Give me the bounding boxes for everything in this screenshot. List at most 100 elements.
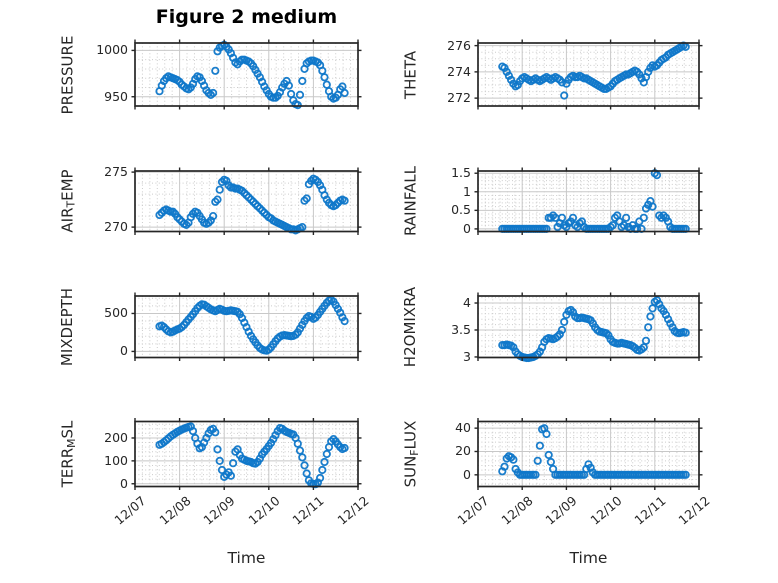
data-point — [500, 462, 509, 471]
y-axis-label-mixdepth: MIXDEPTH — [58, 287, 76, 366]
data-point — [648, 202, 657, 211]
axes-frame — [477, 170, 700, 233]
data-point — [557, 325, 567, 335]
y-tick-label: 1 — [463, 183, 471, 199]
subplot-theta — [474, 39, 703, 110]
data-point — [211, 66, 220, 75]
data-markers — [498, 169, 690, 233]
data-point — [284, 81, 293, 90]
data-point — [681, 470, 690, 479]
data-point — [608, 221, 617, 230]
data-point — [568, 213, 578, 222]
y-axis-label-pressure: PRESSURE — [58, 35, 76, 114]
data-point — [229, 459, 238, 468]
data-point — [226, 471, 235, 480]
x-axis-label-right: Time — [569, 549, 608, 567]
y-tick-label: 0 — [120, 343, 128, 359]
axes-frame — [134, 420, 359, 488]
data-point — [646, 312, 655, 321]
data-point — [298, 453, 307, 462]
subplot-air-temp — [131, 167, 362, 235]
data-point — [209, 212, 218, 221]
axes-frame — [134, 295, 359, 359]
y-axis-label-terr-msl: TERRMSL — [58, 420, 78, 488]
data-point — [213, 195, 222, 204]
data-point — [546, 457, 556, 467]
data-point — [560, 317, 569, 326]
y-tick-label: 276 — [447, 37, 471, 53]
y-axis-label-air-temp: AIRTEMP — [58, 169, 78, 233]
data-point — [557, 213, 567, 222]
y-tick-label: 0 — [463, 220, 471, 236]
y-tick-label: 275 — [104, 164, 128, 180]
data-point — [302, 469, 311, 478]
y-tick-label: 0 — [120, 475, 128, 491]
data-point — [340, 443, 349, 453]
y-axis-label-theta: THETA — [401, 50, 419, 99]
data-point — [293, 101, 302, 110]
y-tick-label: 3 — [463, 348, 471, 364]
y-tick-label: 270 — [104, 219, 128, 235]
data-point — [644, 67, 653, 77]
data-markers — [155, 40, 349, 110]
data-point — [681, 328, 690, 337]
data-markers — [498, 41, 690, 100]
data-point — [542, 429, 551, 439]
data-markers — [155, 174, 349, 235]
data-markers — [155, 422, 349, 489]
y-tick-label: 0 — [463, 466, 471, 482]
data-point — [340, 88, 349, 98]
data-point — [298, 223, 307, 232]
data-point — [340, 196, 349, 205]
data-point — [619, 221, 629, 230]
data-point — [298, 76, 307, 86]
data-point — [544, 450, 553, 460]
y-tick-label: 500 — [104, 305, 128, 321]
data-point — [215, 185, 224, 194]
data-point — [188, 426, 198, 436]
subplot-terr-msl — [131, 418, 362, 490]
data-point — [652, 171, 662, 180]
data-point — [500, 63, 509, 73]
data-point — [320, 73, 329, 82]
y-tick-label: 1000 — [96, 42, 128, 58]
axes-frame — [477, 295, 700, 359]
data-point — [315, 473, 325, 483]
subplot-rainfall — [474, 167, 703, 235]
data-point — [209, 88, 218, 98]
y-tick-label: 200 — [104, 429, 128, 445]
y-tick-label: 40 — [455, 420, 471, 436]
y-tick-label: 3.5 — [451, 321, 471, 337]
data-point — [535, 441, 545, 450]
data-point — [644, 323, 653, 332]
y-axis-label-h2omixra: H2OMIXRA — [401, 286, 419, 367]
data-point — [621, 213, 631, 222]
y-tick-label: 20 — [455, 443, 471, 459]
subplot-mixdepth — [131, 292, 362, 361]
data-point — [295, 90, 305, 100]
data-point — [509, 455, 518, 464]
axes-frame — [134, 42, 359, 107]
data-markers — [155, 295, 349, 355]
y-tick-label: 274 — [447, 63, 471, 79]
data-markers — [498, 296, 690, 363]
axes-frame — [477, 420, 700, 488]
y-tick-label: 1.5 — [451, 165, 471, 181]
data-point — [215, 456, 224, 465]
data-point — [340, 316, 349, 326]
data-point — [560, 91, 569, 100]
y-tick-label: 4 — [463, 295, 471, 310]
data-point — [217, 465, 227, 475]
data-point — [557, 78, 567, 87]
y-axis-label-sun-flux: SUNFLUX — [401, 420, 421, 488]
data-markers — [498, 424, 690, 479]
data-point — [641, 336, 651, 345]
data-point — [300, 461, 309, 470]
subplot-pressure — [131, 39, 362, 110]
y-tick-label: 950 — [104, 88, 128, 104]
subplot-sun-flux — [474, 418, 703, 490]
y-tick-label: 100 — [104, 452, 128, 468]
data-point — [293, 439, 302, 448]
subplot-h2omixra — [474, 292, 703, 363]
